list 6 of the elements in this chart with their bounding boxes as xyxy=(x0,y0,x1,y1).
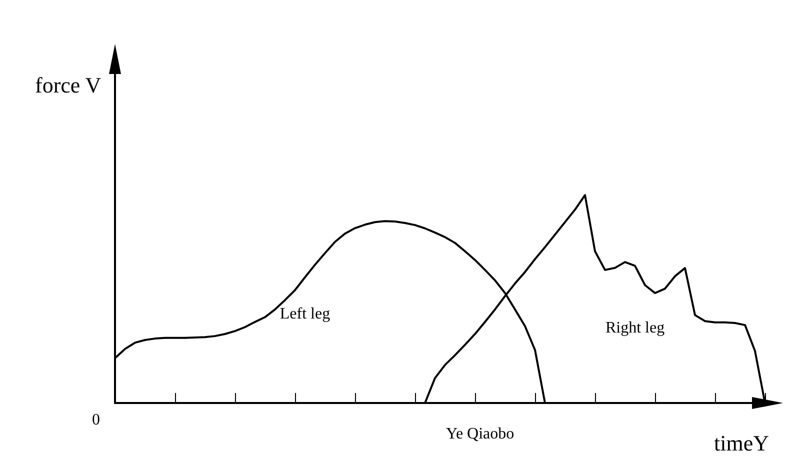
series-label: Right leg xyxy=(605,319,665,336)
text: Ye Qiaobo xyxy=(446,426,514,442)
text: 0 xyxy=(92,412,100,428)
x-axis-title: timeY xyxy=(714,430,770,456)
series-label: Left leg xyxy=(280,306,330,323)
y-axis-title: force V xyxy=(35,72,102,98)
